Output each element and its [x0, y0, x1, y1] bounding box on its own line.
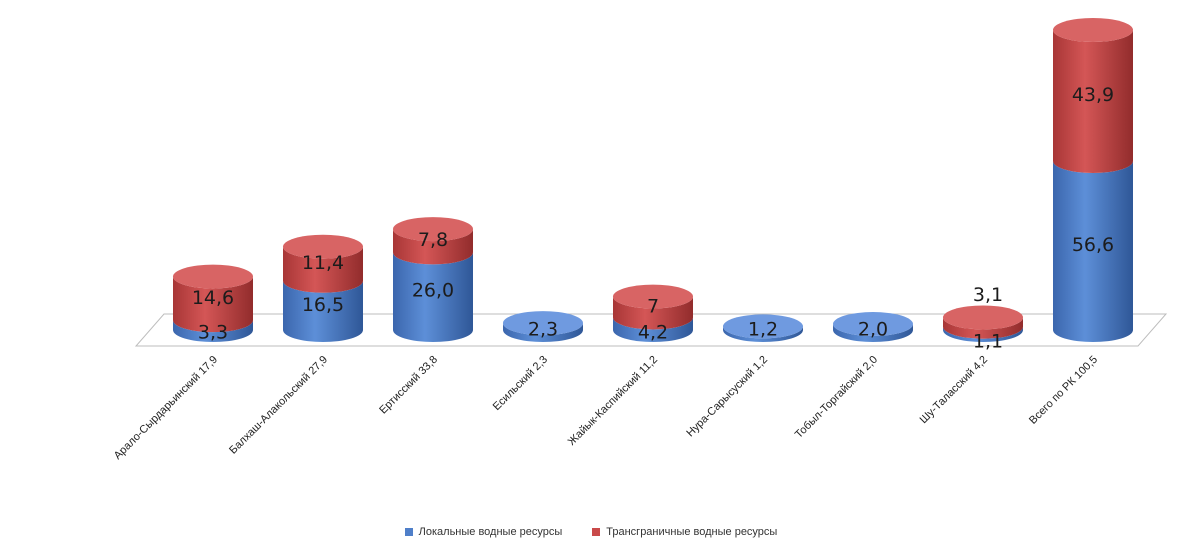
data-label-local-0: 3,3: [198, 322, 228, 344]
bar-top-8: [1053, 18, 1133, 42]
data-label-transboundary-8: 43,9: [1072, 84, 1114, 106]
legend-swatch-transboundary: [592, 528, 601, 536]
data-label-transboundary-0: 14,6: [192, 287, 234, 309]
category-label-8: Всего по РК 100,5: [1027, 354, 1100, 427]
bar-local-7: [943, 326, 1023, 342]
bar-local-0: [173, 320, 253, 342]
data-label-local-2: 26,0: [412, 280, 454, 302]
bar-top-2: [393, 217, 473, 242]
data-label-local-3: 2,3: [528, 319, 558, 341]
data-label-local-6: 2,0: [858, 319, 888, 341]
bars-group: [173, 18, 1133, 342]
category-label-4: Жайык-Каспийский 11,2: [566, 354, 660, 448]
data-label-local-4: 4,2: [638, 322, 668, 344]
bar-local-1: [283, 280, 363, 342]
legend-item-transboundary: Трансграничные водные ресурсы: [592, 526, 777, 538]
data-label-local-5: 1,2: [748, 319, 778, 341]
bar-top-7: [943, 305, 1023, 330]
bar-local-5: [723, 326, 803, 342]
chart-area: 3,3 14,6 16,5 11,4 26,0 7,8 2,3 4,2 7 1,2 2,0 3,1 1,…: [112, 18, 1168, 462]
bar-transboundary-8: [1053, 30, 1133, 174]
bar-top-3: [503, 311, 583, 336]
legend-label-local: Локальные водные ресурсы: [418, 526, 563, 538]
bar-transboundary-1: [283, 246, 363, 293]
bar-top-4: [613, 284, 693, 309]
category-label-2: Ертисский 33,8: [377, 354, 440, 417]
legend-item-local: Локальные водные ресурсы: [404, 526, 563, 538]
category-label-5: Нура-Сарысуский 1,2: [684, 354, 770, 440]
legend-label-transboundary: Трансграничные водные ресурсы: [606, 526, 778, 538]
category-label-3: Есильский 2,3: [491, 354, 550, 413]
data-label-local-7: 1,1: [973, 331, 1003, 353]
bar-local-6: [833, 324, 913, 342]
bar-local-3: [503, 323, 583, 342]
bar-top-0: [173, 264, 253, 289]
category-label-0: Арало-Сырдарьинский 17,9: [112, 354, 220, 462]
category-labels-group: Арало-Сырдарьинский 17,9 Балхаш-Алакольск…: [112, 354, 1100, 462]
data-label-transboundary-7: 3,1: [973, 284, 1003, 306]
data-label-transboundary-2: 7,8: [418, 229, 448, 251]
bar-local-4: [613, 317, 693, 342]
data-label-transboundary-4: 7: [647, 296, 659, 318]
category-label-6: Тобыл-Торгайский 2,0: [793, 354, 880, 441]
bar-local-8: [1053, 161, 1133, 342]
legend-swatch-local: [404, 528, 413, 536]
category-label-1: Балхаш-Алакольский 27,9: [227, 354, 330, 457]
bar-top-6: [833, 312, 913, 337]
data-labels-group: 3,3 14,6 16,5 11,4 26,0 7,8 2,3 4,2 7 1,2 2,0 3,1 1,…: [192, 84, 1114, 352]
bar-transboundary-2: [393, 229, 473, 265]
bar-local-2: [393, 252, 473, 342]
bar-top-5: [723, 314, 803, 339]
data-label-transboundary-1: 11,4: [302, 252, 344, 274]
data-label-local-8: 56,6: [1072, 234, 1114, 256]
bar-transboundary-4: [613, 296, 693, 330]
category-label-7: Шу-Таласский 4,2: [918, 354, 991, 427]
legend: Локальные водные ресурсы Трансграничные …: [0, 526, 1182, 538]
bar-transboundary-7: [943, 317, 1023, 339]
bar-transboundary-0: [173, 276, 253, 333]
bar-top-1: [283, 234, 363, 259]
data-label-local-1: 16,5: [302, 294, 344, 316]
